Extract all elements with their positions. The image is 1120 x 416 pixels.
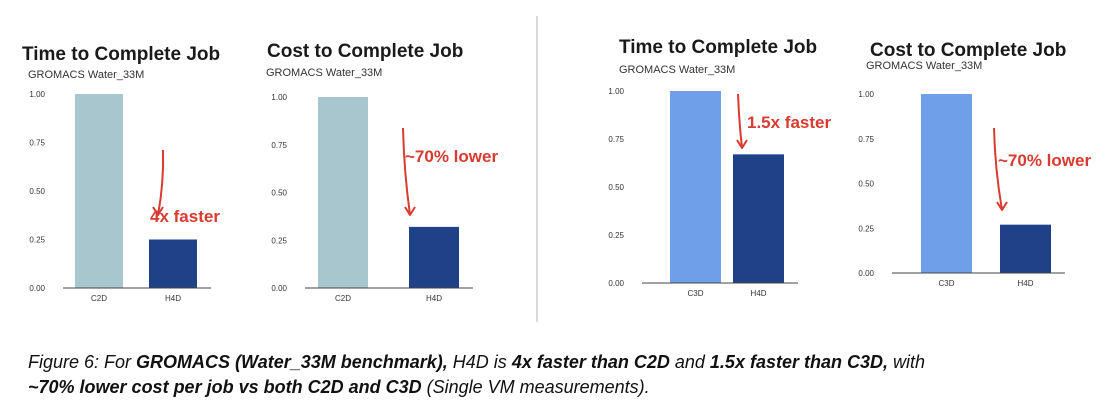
y-tick-label: 1.00 [608, 87, 624, 96]
chart-title: Cost to Complete Job [870, 40, 1067, 61]
y-tick-label: 1.00 [858, 90, 874, 99]
chart-subtitle: GROMACS Water_33M [619, 64, 736, 76]
caption-text: (Single VM measurements). [421, 377, 650, 397]
caption-text: with [888, 352, 926, 372]
caption-text: H4D is [447, 352, 512, 372]
annotation-label: 1.5x faster [747, 113, 831, 132]
chart-cost-c3d: Cost to Complete Job GROMACS Water_33M 0… [850, 0, 1120, 330]
chart-subtitle: GROMACS Water_33M [28, 69, 145, 81]
annotation-label: 4x faster [150, 207, 220, 226]
annotation-arrow [402, 127, 411, 216]
caption-text: and [669, 352, 710, 372]
y-tick-label: 1.00 [29, 90, 45, 99]
y-tick-label: 0.25 [858, 224, 874, 233]
caption-emphasis: GROMACS (Water_33M benchmark), [136, 352, 448, 372]
chart-title: Time to Complete Job [619, 37, 818, 58]
x-tick-label: C2D [91, 294, 107, 303]
x-tick-label: H4D [426, 294, 442, 303]
x-tick-label: C3D [687, 289, 703, 298]
annotation-arrowhead [736, 139, 748, 149]
caption-emphasis: 4x faster than C2D [511, 352, 670, 372]
chart-plot: 0.00 0.25 0.50 0.75 1.00 C3D H4D 1.5x faster [608, 87, 831, 298]
section-divider [536, 16, 538, 322]
chart-cost-c2d: Cost to Complete Job GROMACS Water_33M 0… [260, 0, 536, 330]
y-tick-label: 0.50 [858, 180, 874, 189]
x-tick-label: H4D [1017, 279, 1033, 288]
figure-caption: Figure 6: For GROMACS (Water_33M benchma… [28, 350, 928, 400]
annotation-label: ~70% lower [998, 151, 1091, 170]
x-tick-label: C2D [335, 294, 351, 303]
annotation-arrow [993, 127, 1003, 211]
caption-emphasis: ~70% lower cost per job vs both C2D and … [28, 377, 422, 397]
bar-h4d [1000, 224, 1051, 273]
y-tick-label: 1.00 [271, 93, 287, 102]
caption-text: Figure 6: For [28, 352, 137, 372]
chart-plot: 0.00 0.25 0.50 0.75 1.00 C2D H4D 4x faster [29, 90, 220, 303]
bar-h4d [409, 226, 459, 288]
x-tick-label: H4D [750, 289, 766, 298]
chart-title: Cost to Complete Job [267, 41, 464, 62]
chart-time-c2d: Time to Complete Job GROMACS Water_33M 0… [0, 0, 260, 330]
annotation-label: ~70% lower [405, 147, 498, 166]
chart-time-c3d: Time to Complete Job GROMACS Water_33M 0… [590, 0, 850, 330]
chart-plot: 0.00 0.25 0.50 0.75 1.00 C2D H4D ~70% lower [271, 93, 498, 303]
chart-plot: 0.00 0.25 0.50 0.75 1.00 C3D H4D ~70% lower [858, 90, 1091, 288]
y-tick-label: 0.00 [608, 279, 624, 288]
x-tick-label: H4D [165, 294, 181, 303]
x-tick-label: C3D [938, 279, 954, 288]
bar-h4d [149, 239, 197, 288]
caption-emphasis: 1.5x faster than C3D, [709, 352, 888, 372]
y-tick-label: 0.75 [271, 141, 287, 150]
y-tick-label: 0.75 [29, 139, 45, 148]
bar-c2d [318, 97, 368, 288]
annotation-arrowhead [404, 206, 416, 216]
y-tick-label: 0.00 [858, 269, 874, 278]
y-tick-label: 0.75 [608, 135, 624, 144]
chart-subtitle: GROMACS Water_33M [266, 67, 383, 79]
annotation-arrowhead [152, 206, 164, 216]
y-tick-label: 0.25 [271, 236, 287, 245]
chart-subtitle: GROMACS Water_33M [866, 60, 983, 72]
y-tick-label: 0.00 [271, 284, 287, 293]
y-tick-label: 0.00 [29, 284, 45, 293]
y-tick-label: 0.75 [858, 135, 874, 144]
annotation-arrowhead [996, 201, 1008, 211]
bar-c3d [670, 91, 721, 283]
y-tick-label: 0.25 [29, 236, 45, 245]
annotation-arrow [737, 93, 743, 149]
bar-h4d [733, 154, 784, 283]
y-tick-label: 0.50 [29, 187, 45, 196]
bar-c3d [921, 94, 972, 273]
y-tick-label: 0.50 [271, 189, 287, 198]
annotation-arrow [157, 149, 165, 216]
y-tick-label: 0.25 [608, 231, 624, 240]
y-tick-label: 0.50 [608, 183, 624, 192]
bar-c2d [75, 94, 123, 288]
chart-title: Time to Complete Job [22, 44, 221, 65]
